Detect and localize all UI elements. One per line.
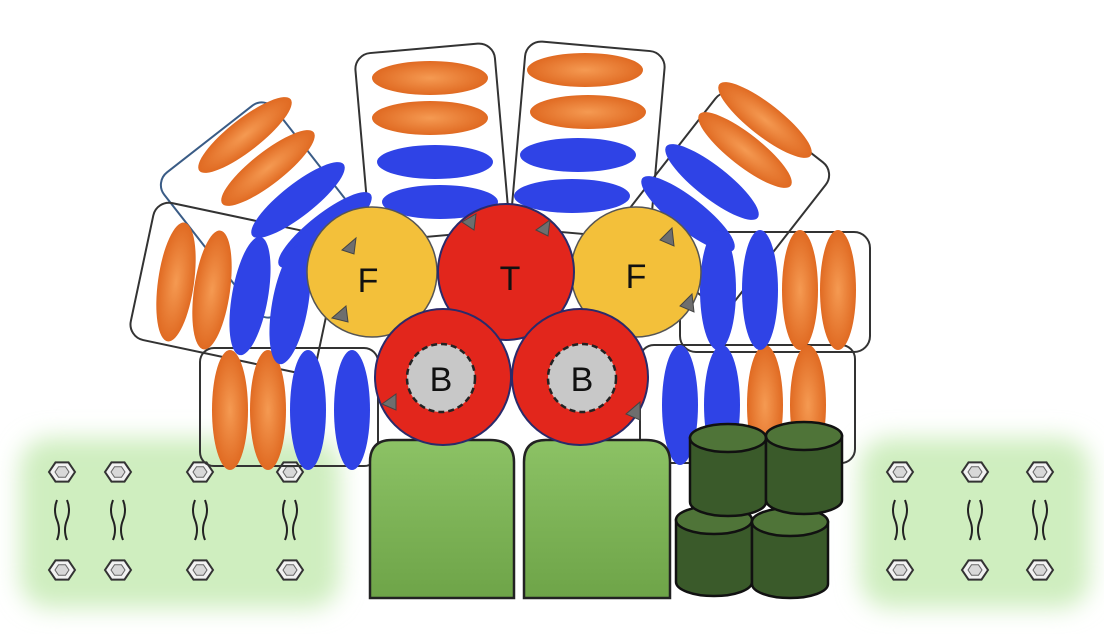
arrowhead-icon xyxy=(625,400,641,421)
central-residues: F T F B B xyxy=(306,203,702,446)
arrowhead-icon xyxy=(679,292,695,313)
wavy-lipid-tail-icon xyxy=(282,499,298,541)
hexagon-lipid-head-icon xyxy=(103,461,133,483)
hexagon-lipid-head-icon xyxy=(960,461,990,483)
hexagon-lipid-head-icon xyxy=(47,559,77,581)
helix-box-top-left xyxy=(354,42,510,242)
b-right-core xyxy=(546,342,618,414)
hexagon-lipid-head-icon xyxy=(185,559,215,581)
dark-green-cylinders xyxy=(674,420,844,600)
label-f-left: F xyxy=(358,262,379,300)
arrowhead-icon xyxy=(659,226,675,247)
wavy-lipid-tail-icon xyxy=(1032,499,1048,541)
arrowhead-icon xyxy=(535,218,551,237)
hexagon-lipid-head-icon xyxy=(275,461,305,483)
blue-helices xyxy=(229,138,778,470)
hexagon-lipid-head-icon xyxy=(103,559,133,581)
cylinder xyxy=(750,506,830,600)
orange-helices xyxy=(156,53,856,470)
wavy-lipid-tail-icon xyxy=(54,499,70,541)
label-b-right: B xyxy=(571,361,594,399)
cylinder xyxy=(674,504,754,598)
tryptophan-circle xyxy=(437,203,575,341)
arrowhead-icon xyxy=(461,213,477,231)
wavy-lipid-tail-icon xyxy=(110,499,126,541)
label-f-right: F xyxy=(626,258,647,296)
label-t: T xyxy=(500,260,521,298)
hexagon-lipid-head-icon xyxy=(1025,461,1055,483)
green-block-right xyxy=(522,438,672,600)
arrowhead-icon xyxy=(341,236,357,255)
arrowhead-icon xyxy=(380,393,397,411)
b-left-core xyxy=(405,342,477,414)
wavy-lipid-tail-icon xyxy=(892,499,908,541)
hexagon-lipid-head-icon xyxy=(885,461,915,483)
hexagon-lipid-head-icon xyxy=(185,461,215,483)
helix-box-top-right xyxy=(510,40,666,240)
hexagon-lipid-head-icon xyxy=(960,559,990,581)
label-b-left: B xyxy=(430,361,453,399)
lipid-molecules xyxy=(47,461,1055,581)
arrowheads xyxy=(330,213,695,421)
hexagon-lipid-head-icon xyxy=(1025,559,1055,581)
hexagon-lipid-head-icon xyxy=(47,461,77,483)
cylinder xyxy=(688,422,768,518)
hexagon-lipid-head-icon xyxy=(275,559,305,581)
wavy-lipid-tail-icon xyxy=(967,499,983,541)
light-green-blocks xyxy=(368,438,672,600)
wavy-lipid-tail-icon xyxy=(192,499,208,541)
hexagon-lipid-head-icon xyxy=(885,559,915,581)
arrowhead-icon xyxy=(330,305,349,323)
cylinder xyxy=(764,420,844,516)
green-block-left xyxy=(368,438,516,600)
